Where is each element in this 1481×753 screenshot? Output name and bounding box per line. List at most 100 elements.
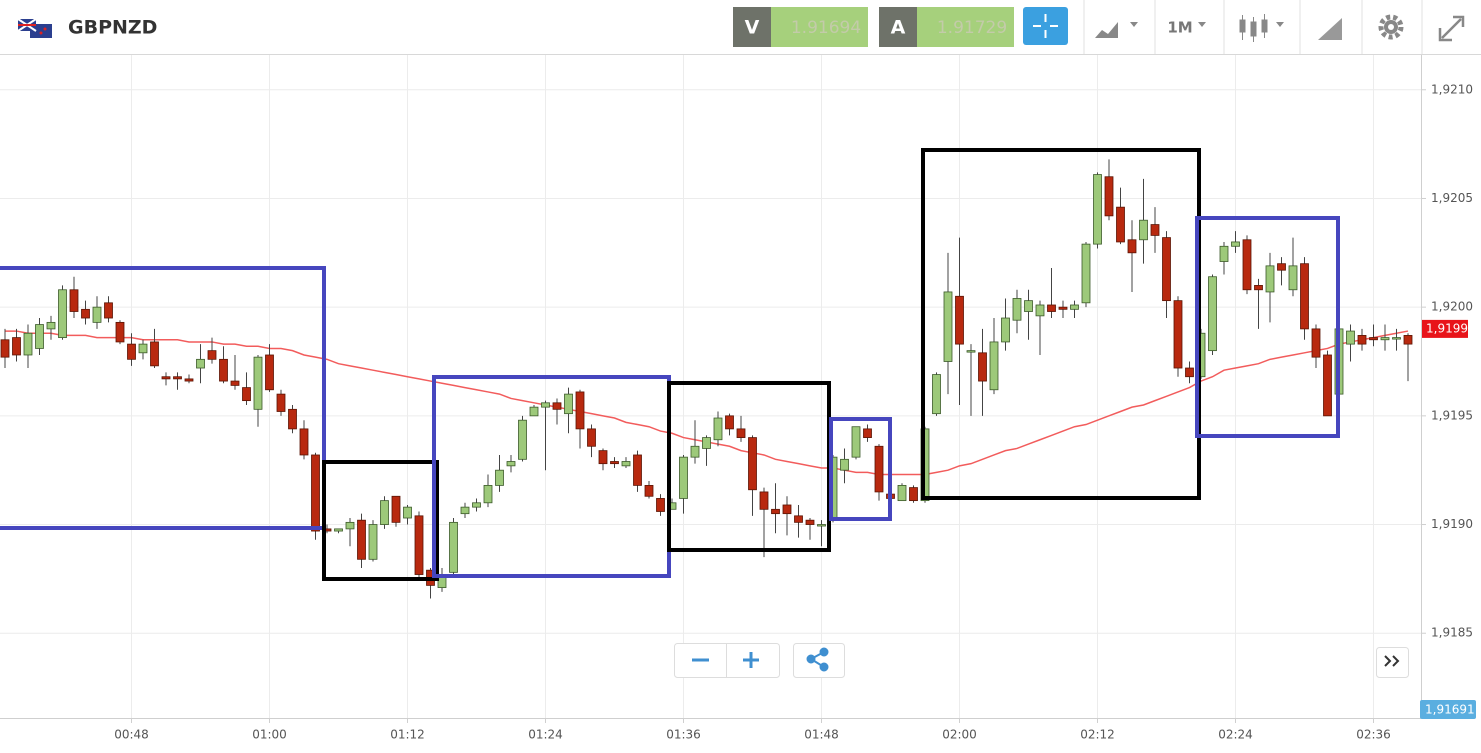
candle-body bbox=[690, 445, 700, 458]
candle-body bbox=[81, 308, 90, 319]
candle-body bbox=[127, 343, 136, 360]
candle-body bbox=[679, 456, 688, 499]
candle-body bbox=[242, 387, 251, 402]
settings-button[interactable] bbox=[1378, 14, 1404, 40]
candle-body bbox=[150, 341, 159, 367]
candle-body bbox=[1265, 265, 1275, 293]
candle-body bbox=[1254, 285, 1263, 291]
sell-label: V bbox=[745, 17, 760, 39]
sell-button[interactable] bbox=[733, 7, 771, 47]
candle-body bbox=[598, 450, 608, 465]
candle-body bbox=[564, 393, 573, 415]
candle-body bbox=[1288, 265, 1298, 291]
candle-body bbox=[58, 289, 67, 338]
candle-body bbox=[805, 519, 815, 525]
candle-body bbox=[230, 380, 240, 386]
candle-body bbox=[725, 415, 734, 430]
black-box bbox=[322, 460, 439, 581]
share-button[interactable] bbox=[806, 647, 829, 672]
candle-body bbox=[380, 500, 389, 525]
toolbar: GBPNZD V 1.91694 A 1.91729 1M bbox=[0, 0, 1481, 55]
candle-body bbox=[1219, 245, 1229, 262]
candle-body bbox=[633, 454, 642, 486]
candle-body bbox=[736, 428, 746, 438]
candle-body bbox=[1311, 328, 1321, 358]
chart-type-button[interactable] bbox=[1095, 22, 1138, 38]
candle-body bbox=[851, 426, 861, 458]
candle-body bbox=[575, 391, 585, 430]
candle-body bbox=[1047, 304, 1056, 312]
scroll-latest-button[interactable] bbox=[1384, 655, 1400, 667]
candle-body bbox=[1058, 306, 1068, 310]
bid-price-label: 1,91691 bbox=[1425, 703, 1475, 717]
candle-body bbox=[495, 469, 504, 486]
candle-body bbox=[1104, 176, 1114, 217]
candle-body bbox=[265, 354, 274, 391]
zoom-in-button[interactable] bbox=[743, 652, 759, 668]
candle-body bbox=[656, 498, 665, 512]
crosshair-icon bbox=[1033, 14, 1058, 38]
candle-body bbox=[1346, 330, 1355, 345]
candle-body bbox=[483, 485, 493, 504]
x-tick-label: 02:12 bbox=[1080, 728, 1115, 742]
candle-body bbox=[1231, 241, 1240, 247]
x-tick-label: 00:48 bbox=[114, 728, 149, 742]
last-price-tag bbox=[1422, 319, 1468, 338]
candle-body bbox=[196, 358, 205, 369]
candle-type-button[interactable] bbox=[1239, 14, 1284, 42]
candle-body bbox=[1001, 317, 1010, 343]
x-tick-label: 02:00 bbox=[942, 728, 977, 742]
candle-body bbox=[506, 461, 516, 467]
candle-body bbox=[403, 506, 412, 519]
candles bbox=[0, 159, 1413, 599]
bid-price-tag bbox=[1420, 700, 1476, 719]
sell-price-box[interactable] bbox=[771, 7, 868, 47]
candle-body bbox=[391, 495, 401, 523]
candle-body bbox=[1081, 243, 1091, 304]
candle-body bbox=[748, 437, 757, 491]
candle-body bbox=[460, 506, 470, 515]
candle-body bbox=[1162, 237, 1171, 302]
candle-body bbox=[1392, 337, 1401, 340]
candle-body bbox=[161, 376, 171, 380]
symbol: GBPNZD bbox=[68, 17, 157, 39]
buy-button[interactable] bbox=[879, 7, 917, 47]
blue-box bbox=[1195, 216, 1340, 438]
candle-body bbox=[702, 437, 711, 449]
candle-body bbox=[138, 343, 148, 354]
y-tick-label: 1,9210 bbox=[1431, 82, 1473, 96]
candle-body bbox=[1369, 337, 1378, 341]
candle-body bbox=[334, 528, 343, 532]
candle-body bbox=[35, 324, 44, 349]
crosshair-button[interactable] bbox=[1023, 7, 1068, 45]
buy-price-box[interactable] bbox=[917, 7, 1014, 47]
candle-body bbox=[817, 524, 826, 527]
x-tick-label: 01:12 bbox=[390, 728, 425, 742]
candle-body bbox=[115, 321, 125, 343]
candle-body bbox=[955, 295, 964, 345]
candle-body bbox=[1173, 300, 1183, 369]
candle-body bbox=[771, 508, 780, 515]
timeframe-button[interactable]: 1M bbox=[1167, 19, 1192, 37]
candle-body bbox=[1403, 335, 1413, 345]
candle-body bbox=[299, 428, 309, 456]
candle-body bbox=[1323, 354, 1332, 417]
candle-body bbox=[1208, 276, 1217, 352]
candle-body bbox=[219, 358, 228, 382]
candle-body bbox=[1185, 367, 1194, 378]
candle-body bbox=[713, 417, 723, 441]
candle-body bbox=[368, 524, 378, 560]
candle-body bbox=[874, 445, 884, 493]
fullscreen-button[interactable] bbox=[1438, 15, 1465, 42]
candle-body bbox=[69, 289, 79, 312]
buy-price: 1.91729 bbox=[937, 18, 1007, 38]
candle-body bbox=[1127, 239, 1137, 254]
candle-body bbox=[989, 341, 999, 391]
blue-box bbox=[829, 417, 892, 521]
candle-body bbox=[863, 428, 872, 438]
candle-body bbox=[909, 487, 918, 502]
candle-body bbox=[759, 491, 769, 510]
candle-body bbox=[610, 461, 619, 465]
candle-body bbox=[414, 515, 424, 575]
drawing-tool-button[interactable] bbox=[1318, 18, 1342, 40]
